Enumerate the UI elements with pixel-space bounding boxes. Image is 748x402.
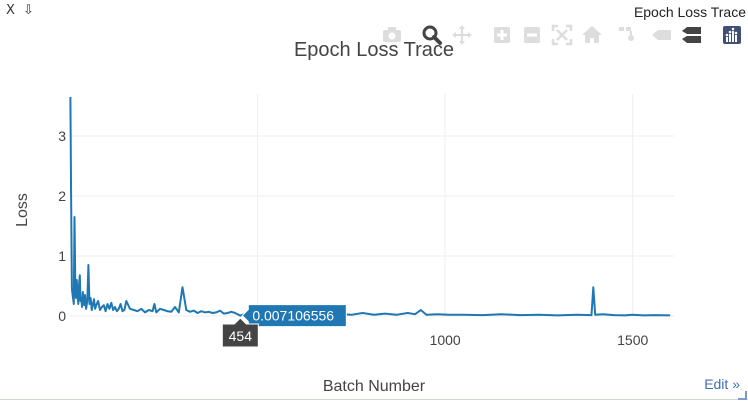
home-icon[interactable]: [581, 24, 603, 46]
x-tick-label: 1000: [430, 332, 461, 348]
plotly-logo-icon[interactable]: [721, 24, 743, 46]
plot-background[interactable]: [70, 94, 674, 316]
x-axis-ticks: 1000 1500: [430, 332, 649, 348]
chart-title: Epoch Loss Trace: [294, 39, 454, 61]
hover-labels: 0.007106556 454: [221, 304, 347, 348]
modebar: [381, 24, 743, 46]
hover-y-label: 0.007106556: [241, 304, 347, 328]
pan-icon[interactable]: [451, 24, 473, 46]
zoom-icon[interactable]: [421, 24, 443, 46]
hover-closest-icon[interactable]: [651, 24, 673, 46]
spike-lines-icon[interactable]: [617, 24, 639, 46]
close-button[interactable]: X: [6, 3, 15, 18]
hover-compare-icon[interactable]: [681, 24, 703, 46]
hover-y-value: 0.007106556: [252, 308, 334, 324]
panel-divider: [0, 399, 748, 400]
y-tick-label: 0: [58, 308, 66, 324]
resize-handle[interactable]: [738, 391, 747, 400]
y-tick-label: 2: [58, 188, 66, 204]
zoom-in-icon[interactable]: [491, 24, 513, 46]
y-axis-ticks: 0 1 2 3: [58, 128, 66, 324]
zoom-out-icon[interactable]: [521, 24, 543, 46]
y-axis-title: Loss: [14, 193, 31, 227]
x-gridlines: [257, 94, 634, 316]
series-line[interactable]: [69, 96, 671, 317]
pin-button[interactable]: ⇩: [23, 3, 34, 18]
hover-x-value: 454: [229, 328, 253, 344]
loss-trace: [69, 96, 671, 317]
x-tick-label: 1500: [617, 332, 648, 348]
y-tick-label: 3: [58, 128, 66, 144]
plot-area: [70, 94, 674, 316]
autoscale-icon[interactable]: [551, 24, 573, 46]
edit-link[interactable]: Edit »: [704, 376, 740, 392]
y-gridlines: [70, 135, 674, 317]
panel-title: Epoch Loss Trace: [633, 4, 746, 20]
y-tick-label: 1: [58, 248, 66, 264]
camera-icon[interactable]: [381, 24, 403, 46]
x-axis-title: Batch Number: [323, 378, 426, 395]
hover-x-label: 454: [221, 317, 259, 348]
